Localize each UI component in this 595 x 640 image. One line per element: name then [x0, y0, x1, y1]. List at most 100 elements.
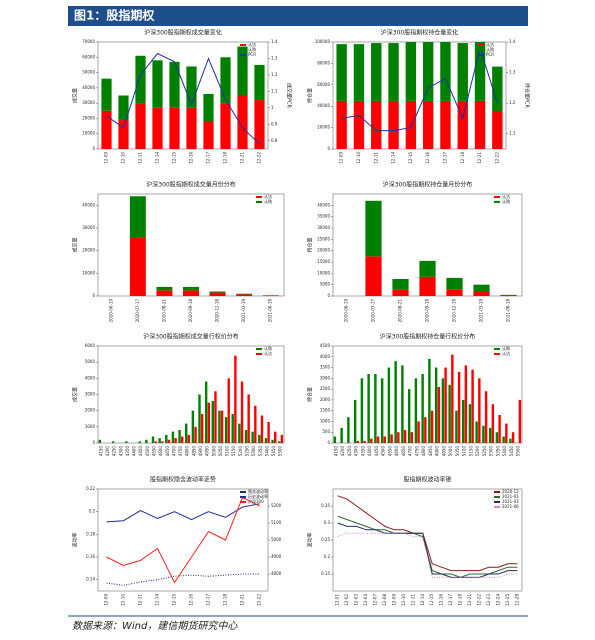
x-tick-label: 4150 — [333, 446, 338, 457]
chart-title: 股指期权波动率锥 — [403, 476, 451, 484]
bar — [240, 381, 244, 443]
bar — [125, 441, 128, 443]
bar-segment — [473, 284, 490, 292]
y-tick-label: 50000 — [82, 70, 95, 75]
x-tick-label: 12-11 — [138, 594, 143, 606]
bar-segment — [129, 237, 146, 296]
bar-segment — [203, 121, 214, 149]
y-tick-label: 1000 — [85, 424, 96, 429]
x-tick-label: 2020-08-21 — [398, 299, 403, 323]
legend-label: 认购 — [486, 46, 494, 52]
bar-segment — [156, 290, 173, 296]
bar-segment — [169, 61, 180, 108]
header-title: 图1：股指期权 — [74, 8, 155, 23]
x-tick-label: 12-21 — [240, 594, 245, 606]
bar — [244, 430, 248, 443]
header-bar — [68, 6, 528, 26]
y-tick-label: 60000 — [82, 54, 95, 59]
y-tick-label: 0 — [327, 146, 330, 151]
y-tick-label: 3500 — [320, 365, 331, 370]
legend-label: 认沽 — [264, 350, 272, 356]
bar — [171, 431, 175, 443]
x-tick-label: 5000 — [448, 446, 453, 457]
bar — [488, 427, 492, 443]
x-tick-label: 2020-09-18 — [425, 299, 430, 323]
y-tick-label: 30000 — [82, 100, 95, 105]
x-tick-label: 2020-12-18 — [215, 299, 220, 323]
y-tick-label: 10000 — [317, 270, 330, 275]
x-tick-label: 4150 — [98, 446, 103, 457]
bar — [356, 440, 360, 443]
bar — [401, 365, 404, 443]
bar-segment — [156, 286, 173, 291]
x-tick-label: 4650 — [401, 446, 406, 457]
bar — [468, 404, 472, 443]
x-tick-label: 2020-12-18 — [452, 299, 457, 323]
x-tick-label: 4850 — [428, 446, 433, 457]
bar-segment — [500, 294, 517, 296]
y-tick-label: 4000 — [85, 375, 96, 380]
bar-segment — [446, 289, 463, 296]
x-tick-label: 12-17 — [448, 594, 453, 606]
y-tick-label: 70000 — [82, 39, 95, 44]
x-tick-label: 4350 — [125, 446, 130, 457]
bar — [498, 414, 501, 443]
bar — [258, 434, 261, 443]
x-tick-label: 12-01 — [335, 594, 340, 606]
chart-title: 沪深300股指期权成交量月份分布 — [146, 181, 235, 189]
x-tick-label: 5400 — [264, 446, 269, 457]
y-tick-label: 4000 — [320, 354, 331, 359]
bar-segment — [405, 100, 417, 149]
bar — [220, 410, 224, 443]
x-tick-label: 12-16 — [189, 594, 194, 606]
bar-segment — [254, 100, 265, 149]
series-line — [337, 515, 518, 578]
bar — [181, 436, 184, 443]
bar-segment — [101, 78, 112, 111]
bar — [457, 371, 461, 443]
bar — [165, 434, 168, 443]
bar — [238, 423, 241, 443]
bar — [234, 355, 237, 443]
bar-segment — [118, 119, 129, 149]
bar — [200, 413, 204, 443]
y-tick-label: 0.16 — [86, 554, 95, 559]
x-tick-label: 12-15 — [172, 152, 177, 164]
bar — [370, 438, 373, 443]
bar — [495, 432, 499, 443]
chart: 股指期权波动率锥 0.15 0.2 0.25 0.3 0.35 波动率 12-01 12-02 1… — [307, 476, 523, 606]
bar — [178, 430, 181, 443]
x-tick-label: 5150 — [468, 446, 473, 457]
bar — [271, 439, 274, 443]
x-tick-label: 4900 — [198, 446, 203, 457]
chart: 沪深300股指期权成交量变化 0 10000 20000 30000 40000 50000… — [72, 29, 293, 164]
x-tick-label: 12-25 — [505, 594, 510, 606]
y2-axis-label: 持仓量PCR — [524, 83, 531, 109]
x-tick-label: 4200 — [340, 446, 345, 457]
bar — [421, 374, 424, 443]
bar-segment — [492, 66, 503, 112]
bar-segment — [220, 57, 231, 104]
y-tick-label: 4500 — [320, 343, 331, 348]
bar-segment — [365, 256, 382, 296]
bar — [434, 367, 438, 443]
legend-label: 沪深300 — [248, 498, 264, 504]
bar — [482, 425, 485, 443]
bar — [158, 438, 161, 443]
x-tick-label: 12-10 — [121, 594, 126, 606]
y-axis-label: 持仓量 — [307, 237, 314, 252]
y-tick-label: 0 — [327, 293, 330, 298]
x-tick-label: 12-18 — [460, 152, 465, 164]
y-tick-label: 60000 — [317, 82, 330, 87]
x-tick-label: 4750 — [414, 446, 419, 457]
x-tick-label: 12-10 — [401, 594, 406, 606]
x-tick-label: 4500 — [381, 446, 386, 457]
x-tick-label: 12-21 — [240, 152, 245, 164]
bar-segment — [474, 100, 486, 149]
bar-segment — [457, 43, 468, 101]
bar — [167, 439, 171, 443]
y-tick-label: 40000 — [317, 202, 330, 207]
x-tick-label: 12-18 — [458, 594, 463, 606]
bar-segment — [186, 66, 197, 108]
bar — [340, 427, 343, 443]
